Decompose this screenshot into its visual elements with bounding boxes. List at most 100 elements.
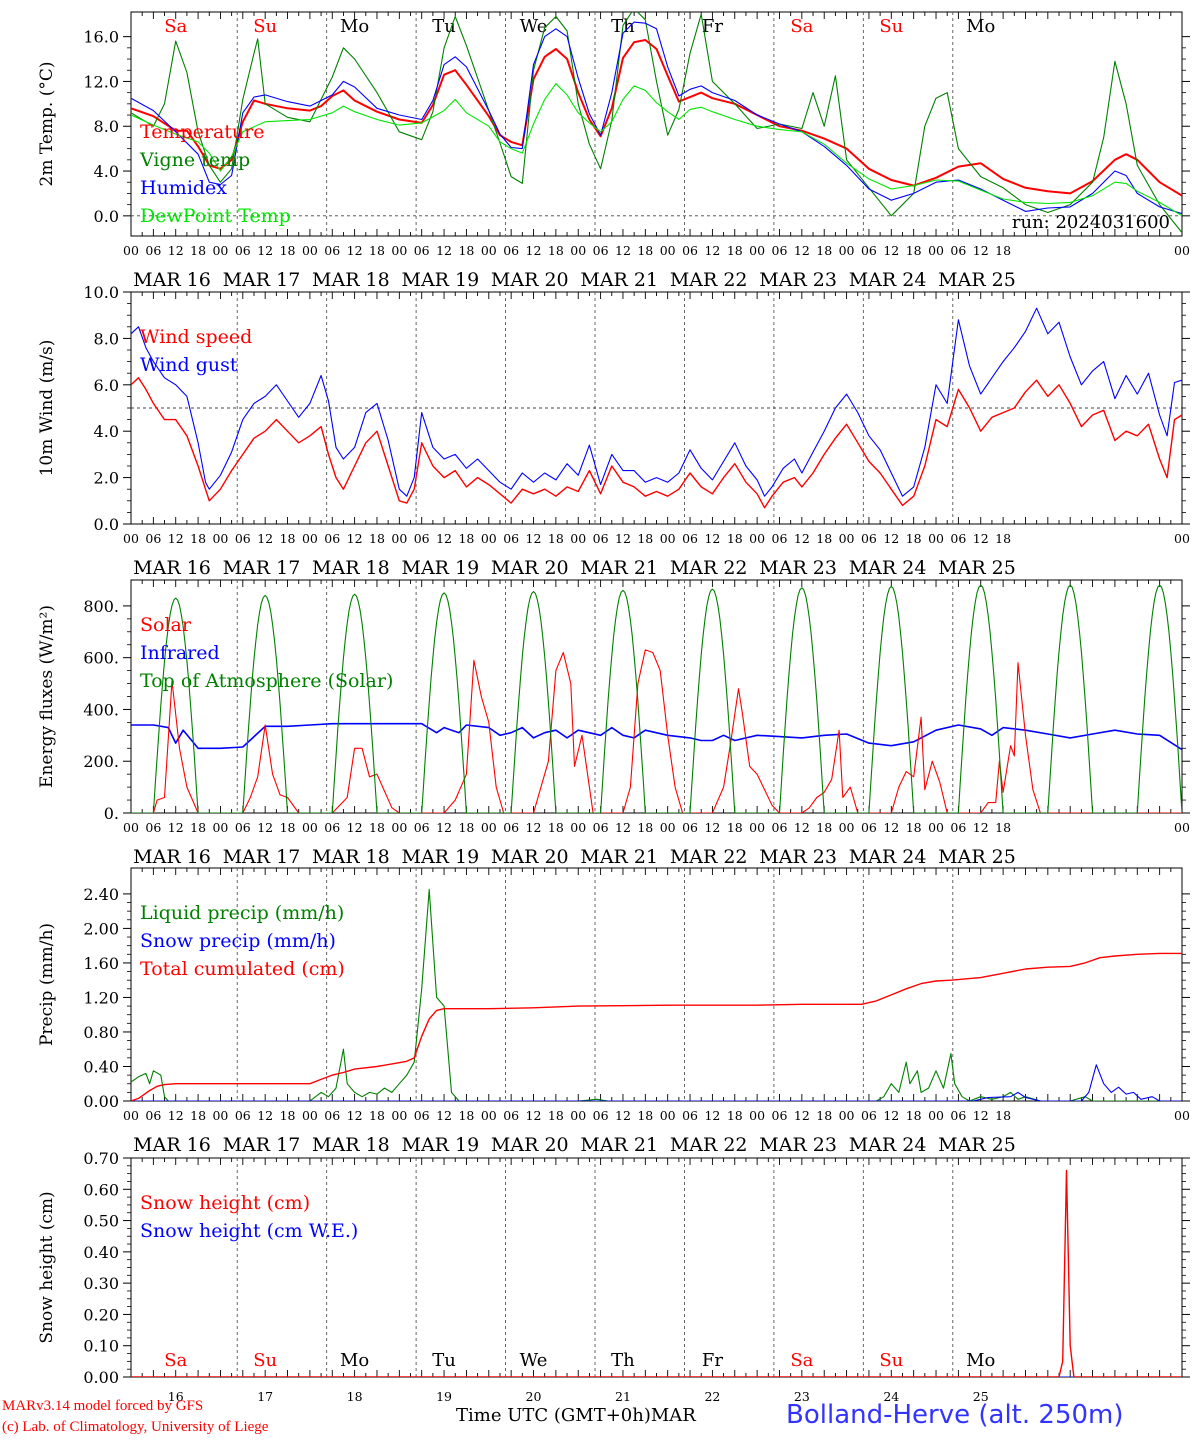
precip-date-label: MAR 18 — [312, 1134, 390, 1156]
precip-hour-label: 12 — [973, 1108, 989, 1123]
snow-weekday-label: Sa — [164, 1350, 187, 1371]
wind-hour-label: 12 — [794, 531, 810, 546]
temp-hour-label: 18 — [369, 243, 385, 258]
snow-day-number: 17 — [257, 1389, 273, 1404]
precip-hour-label: 06 — [414, 1108, 430, 1123]
wind-hour-label: 06 — [324, 531, 340, 546]
energy-hour-label: 06 — [235, 820, 251, 835]
snow-weekday-label: Mo — [966, 1350, 995, 1371]
energy-hour-label: 18 — [816, 820, 832, 835]
temp-hour-label: 00 — [391, 243, 407, 258]
temp-date-label: MAR 22 — [670, 269, 748, 291]
wind-hour-label: 00 — [928, 531, 944, 546]
temp-legend-dewpoint-temp: DewPoint Temp — [140, 205, 291, 227]
temp-hour-label: 00 — [749, 243, 765, 258]
energy-hour-label: 06 — [682, 820, 698, 835]
snow-day-number: 18 — [347, 1389, 363, 1404]
precip-legend-snow-precip-mm-h: Snow precip (mm/h) — [140, 930, 336, 952]
time-axis-label: Time UTC (GMT+0h)MAR — [456, 1405, 696, 1426]
wind-hour-label: 00 — [660, 531, 676, 546]
precip-legend-liquid-precip-mm-h: Liquid precip (mm/h) — [140, 902, 344, 924]
snow-day-number: 22 — [704, 1389, 720, 1404]
precip-hour-label: 06 — [145, 1108, 161, 1123]
wind-date-label: MAR 21 — [580, 557, 658, 579]
wind-date-label: MAR 17 — [223, 557, 301, 579]
energy-ytick-label: 200. — [83, 752, 119, 771]
precip-hour-label: 18 — [906, 1108, 922, 1123]
precip-hour-label: 00 — [1174, 1108, 1190, 1123]
precip-date-label: MAR 20 — [491, 1134, 569, 1156]
precip-hour-label: 18 — [637, 1108, 653, 1123]
energy-ytick-label: 800. — [83, 597, 119, 616]
temp-hour-label: 12 — [794, 243, 810, 258]
temp-hour-label: 00 — [481, 243, 497, 258]
energy-hour-label: 06 — [950, 820, 966, 835]
temp-hour-label: 00 — [123, 243, 139, 258]
wind-hour-label: 12 — [168, 531, 184, 546]
temp-weekday-label: Sa — [164, 16, 187, 37]
energy-hour-label: 06 — [324, 820, 340, 835]
energy-hour-label: 00 — [481, 820, 497, 835]
temp-hour-label: 00 — [839, 243, 855, 258]
energy-date-label: MAR 20 — [491, 846, 569, 868]
precip-hour-label: 00 — [839, 1108, 855, 1123]
wind-hour-label: 06 — [414, 531, 430, 546]
temp-weekday-label: Fr — [702, 16, 723, 37]
energy-hour-label: 18 — [458, 820, 474, 835]
energy-hour-label: 06 — [145, 820, 161, 835]
energy-hour-label: 12 — [615, 820, 631, 835]
precip-hour-label: 12 — [436, 1108, 452, 1123]
precip-ytick-label: 0.00 — [83, 1092, 119, 1111]
precip-hour-label: 06 — [235, 1108, 251, 1123]
precip-hour-label: 06 — [593, 1108, 609, 1123]
energy-date-label: MAR 21 — [580, 846, 658, 868]
temp-hour-label: 12 — [615, 243, 631, 258]
temp-hour-label: 06 — [235, 243, 251, 258]
energy-hour-label: 18 — [906, 820, 922, 835]
snow-ytick-label: 0.00 — [83, 1368, 119, 1387]
precip-hour-label: 06 — [772, 1108, 788, 1123]
energy-hour-label: 18 — [637, 820, 653, 835]
wind-hour-label: 00 — [391, 531, 407, 546]
energy-series-top-of-atmosphere-solar — [131, 584, 1182, 813]
temp-ytick-label: 12.0 — [83, 72, 119, 91]
energy-hour-label: 00 — [212, 820, 228, 835]
wind-hour-label: 06 — [682, 531, 698, 546]
energy-ylabel: Energy fluxes (W/m²) — [37, 605, 57, 788]
snow-legend-snow-height-cm-w-e: Snow height (cm W.E.) — [140, 1220, 358, 1242]
precip-series-snow-precip-mm-h — [131, 1064, 1182, 1101]
temp-hour-label: 06 — [414, 243, 430, 258]
precip-hour-label: 06 — [950, 1108, 966, 1123]
precip-hour-label: 06 — [503, 1108, 519, 1123]
precip-hour-label: 12 — [883, 1108, 899, 1123]
snow-ytick-label: 0.30 — [83, 1274, 119, 1293]
precip-ylabel: Precip (mm/h) — [37, 923, 57, 1046]
temp-hour-label: 18 — [190, 243, 206, 258]
wind-hour-label: 00 — [1174, 531, 1190, 546]
energy-series-solar — [131, 649, 1182, 813]
wind-hour-label: 18 — [637, 531, 653, 546]
temp-hour-label: 00 — [212, 243, 228, 258]
wind-hour-label: 00 — [839, 531, 855, 546]
energy-ytick-label: 400. — [83, 700, 119, 719]
wind-hour-label: 18 — [816, 531, 832, 546]
precip-ytick-label: 0.40 — [83, 1057, 119, 1076]
wind-hour-label: 18 — [995, 531, 1011, 546]
precip-hour-label: 00 — [570, 1108, 586, 1123]
run-label: run: 2024031600 — [1012, 212, 1170, 233]
wind-date-label: MAR 20 — [491, 557, 569, 579]
precip-hour-label: 18 — [816, 1108, 832, 1123]
wind-hour-label: 12 — [436, 531, 452, 546]
energy-hour-label: 12 — [257, 820, 273, 835]
temp-weekday-label: Mo — [340, 16, 369, 37]
snow-weekday-label: Th — [611, 1350, 635, 1371]
energy-hour-label: 06 — [593, 820, 609, 835]
energy-hour-label: 06 — [772, 820, 788, 835]
precip-date-label: MAR 16 — [133, 1134, 211, 1156]
wind-ytick-label: 4.0 — [94, 422, 119, 441]
energy-hour-label: 00 — [123, 820, 139, 835]
temp-ytick-label: 8.0 — [94, 117, 119, 136]
wind-hour-label: 06 — [772, 531, 788, 546]
wind-hour-label: 12 — [973, 531, 989, 546]
wind-hour-label: 06 — [950, 531, 966, 546]
